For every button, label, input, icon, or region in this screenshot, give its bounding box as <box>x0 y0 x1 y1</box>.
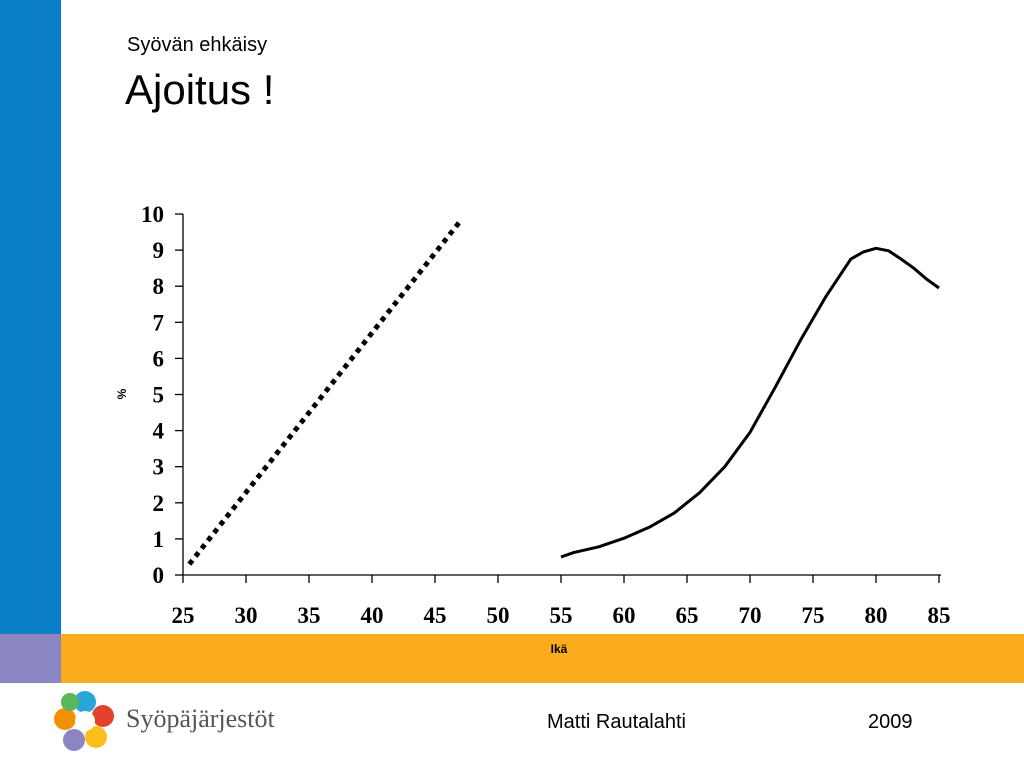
x-tick-label: 75 <box>802 603 825 628</box>
y-tick-label: 4 <box>153 419 165 444</box>
y-tick-label: 8 <box>153 274 165 299</box>
multicolor-circles-logo-icon <box>54 691 114 751</box>
x-tick-label: 40 <box>361 603 384 628</box>
x-tick-label: 30 <box>235 603 258 628</box>
x-tick-label: 60 <box>613 603 636 628</box>
y-tick-label: 7 <box>153 310 165 335</box>
y-axis-title: % <box>115 388 129 399</box>
y-tick-label: 6 <box>153 346 165 371</box>
bottom-accent-band <box>61 634 1024 683</box>
x-tick-label: 35 <box>298 603 321 628</box>
organization-logo: Syöpäjärjestöt <box>50 688 280 754</box>
x-tick-label: 65 <box>676 603 699 628</box>
slide-subtitle: Syövän ehkäisy <box>127 34 268 56</box>
y-tick-label: 2 <box>153 491 165 516</box>
logo-text: Syöpäjärjestöt <box>126 704 275 733</box>
footer-year: 2009 <box>868 711 913 733</box>
footer-author: Matti Rautalahti <box>547 711 686 733</box>
series-line-2 <box>560 246 940 559</box>
left-accent-bar-bottom <box>0 634 61 683</box>
y-tick-label: 0 <box>153 563 165 588</box>
y-tick-label: 5 <box>153 383 165 408</box>
y-tick-label: 10 <box>141 202 164 227</box>
slide-title: Ajoitus ! <box>125 66 275 113</box>
y-tick-label: 9 <box>153 238 165 263</box>
x-tick-label: 85 <box>928 603 951 628</box>
x-tick-label: 70 <box>739 603 762 628</box>
y-tick-label: 3 <box>153 455 165 480</box>
x-tick-label: 45 <box>424 603 447 628</box>
x-tick-label: 25 <box>172 603 195 628</box>
series-line-1 <box>187 219 463 566</box>
x-tick-label: 80 <box>865 603 888 628</box>
y-tick-label: 1 <box>153 527 165 552</box>
x-tick-label: 50 <box>487 603 510 628</box>
left-accent-bar <box>0 0 61 634</box>
x-tick-label: 55 <box>550 603 573 628</box>
x-axis-title: Ikä <box>551 642 568 656</box>
